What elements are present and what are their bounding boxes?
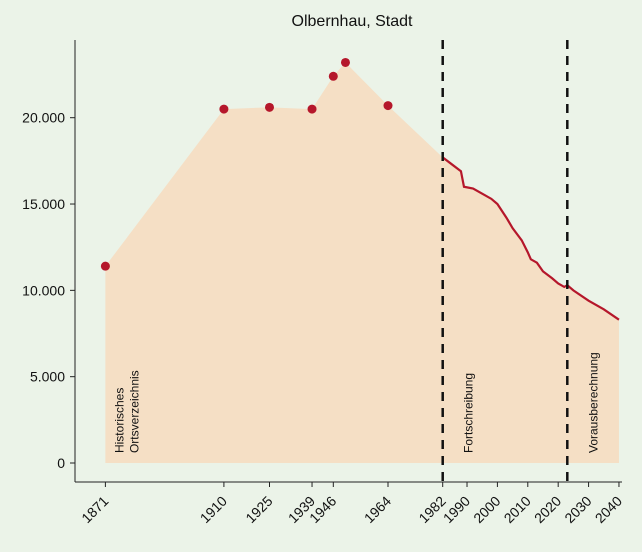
y-tick-label: 5.000 (30, 369, 65, 385)
x-tick-label: 2010 (501, 493, 534, 526)
x-tick-label: 1925 (242, 493, 275, 526)
annotation: Historisches (112, 388, 126, 453)
point (328, 71, 338, 81)
y-tick-label: 0 (57, 455, 65, 471)
x-tick-label: 1910 (197, 493, 230, 526)
x-tick-label: 2000 (470, 493, 503, 526)
x-tick-label: 2020 (531, 493, 564, 526)
y-tick-label: 10.000 (22, 282, 65, 298)
annotation: Fortschreibung (462, 373, 476, 453)
annotation: Ortsverzeichnis (127, 370, 141, 453)
x-tick-label: 2040 (592, 493, 625, 526)
point (383, 101, 393, 111)
y-tick-label: 20.000 (22, 110, 65, 126)
area (105, 62, 619, 464)
annotation: Vorausberechnung (586, 352, 600, 453)
point (219, 104, 229, 114)
x-tick-label: 1964 (361, 493, 394, 526)
chart-title: Olbernhau, Stadt (292, 13, 414, 30)
x-tick-label: 2030 (561, 493, 594, 526)
x-tick-label: 1871 (78, 493, 111, 526)
line (442, 156, 620, 321)
point (307, 104, 317, 114)
x-tick-label: 1990 (440, 493, 473, 526)
point (340, 57, 350, 67)
y-tick-label: 15.000 (22, 196, 65, 212)
point (264, 102, 274, 112)
point (100, 261, 110, 271)
